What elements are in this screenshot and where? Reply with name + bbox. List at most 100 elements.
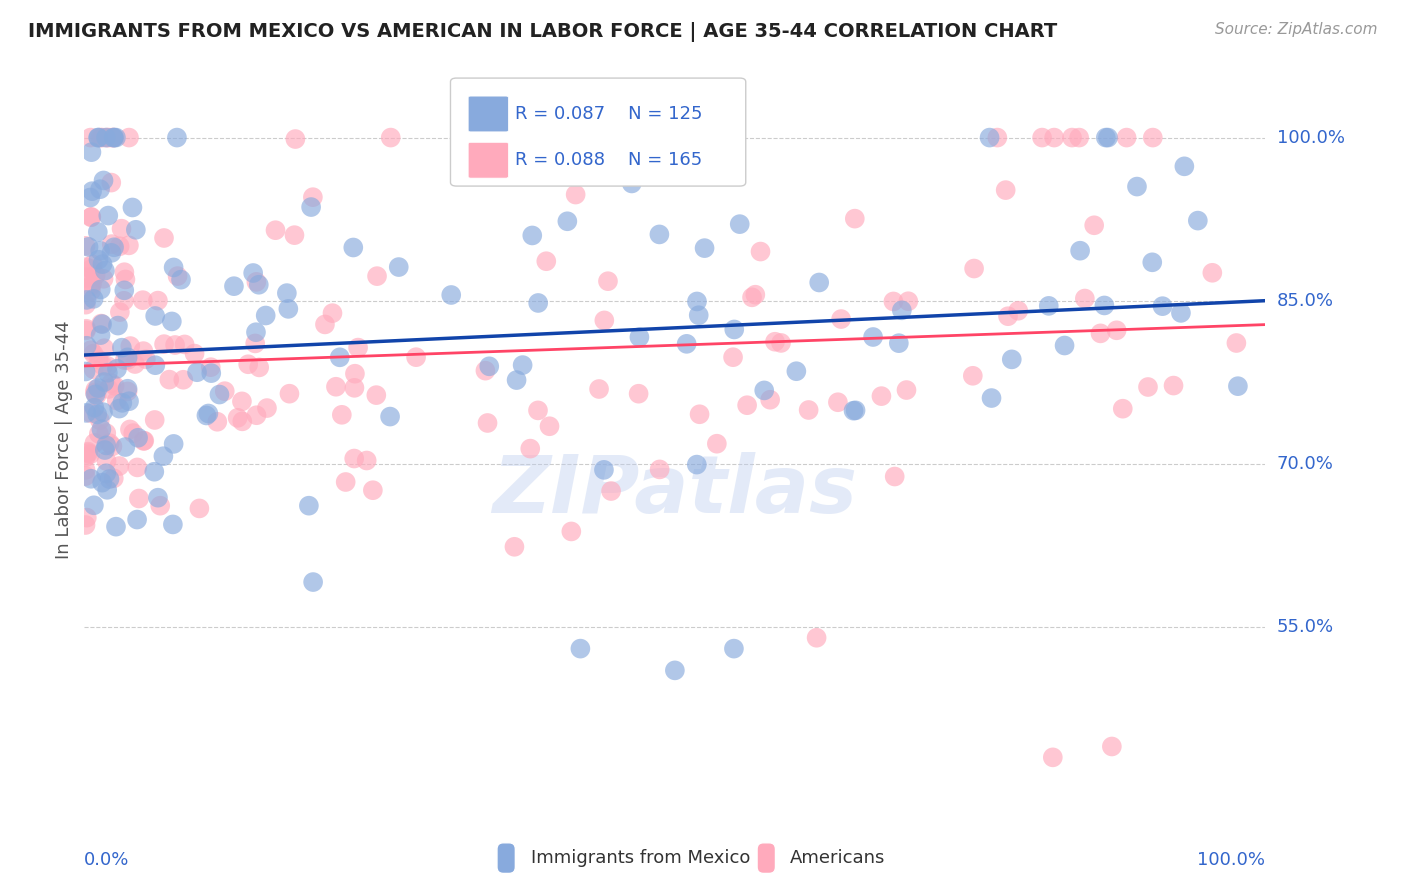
Point	[132, 434, 155, 448]
Point	[688, 308, 710, 322]
Point	[157, 373, 180, 387]
Point	[83, 401, 105, 415]
Point	[1226, 379, 1249, 393]
Point	[125, 512, 148, 526]
Point	[693, 241, 716, 255]
Y-axis label: In Labor Force | Age 35-44: In Labor Force | Age 35-44	[55, 320, 73, 558]
Point	[1069, 130, 1091, 145]
Point	[723, 641, 745, 656]
Point	[118, 238, 141, 252]
Point	[118, 130, 141, 145]
Point	[314, 318, 336, 332]
Point	[538, 419, 561, 434]
Point	[91, 257, 114, 271]
Point	[245, 336, 267, 351]
Point	[90, 317, 112, 331]
Point	[226, 410, 249, 425]
Point	[90, 282, 112, 296]
Point	[299, 200, 322, 214]
Point	[93, 173, 115, 187]
Point	[114, 353, 136, 368]
Point	[1142, 130, 1164, 145]
Point	[94, 130, 117, 145]
Point	[1136, 380, 1159, 394]
Point	[76, 510, 98, 524]
Point	[121, 201, 143, 215]
Point	[125, 223, 148, 237]
Point	[86, 408, 108, 422]
Point	[675, 336, 697, 351]
Point	[91, 405, 114, 419]
Point	[80, 277, 103, 291]
Point	[153, 231, 176, 245]
Text: IMMIGRANTS FROM MEXICO VS AMERICAN IN LABOR FORCE | AGE 35-44 CORRELATION CHART: IMMIGRANTS FROM MEXICO VS AMERICAN IN LA…	[28, 22, 1057, 42]
Text: 100.0%: 100.0%	[1277, 128, 1344, 146]
Point	[897, 294, 920, 309]
Point	[80, 406, 103, 420]
Point	[686, 294, 709, 309]
Point	[505, 373, 527, 387]
Point	[1043, 130, 1066, 145]
Point	[80, 184, 103, 198]
Point	[114, 272, 136, 286]
Point	[75, 463, 97, 477]
Point	[165, 338, 187, 352]
Point	[84, 387, 107, 401]
Point	[325, 380, 347, 394]
Point	[195, 409, 218, 423]
Point	[197, 407, 219, 421]
Point	[103, 130, 125, 145]
Point	[122, 426, 145, 441]
FancyBboxPatch shape	[450, 78, 745, 186]
Point	[321, 306, 343, 320]
Point	[166, 130, 188, 145]
Point	[183, 346, 205, 360]
Point	[759, 392, 782, 407]
Point	[80, 145, 103, 160]
Point	[75, 469, 97, 483]
Point	[162, 437, 184, 451]
Point	[627, 386, 650, 401]
Point	[132, 344, 155, 359]
Point	[302, 190, 325, 204]
Point	[83, 385, 105, 400]
Point	[75, 322, 97, 336]
Point	[128, 491, 150, 506]
Point	[110, 221, 132, 235]
Point	[76, 339, 98, 353]
Point	[93, 272, 115, 286]
Point	[994, 183, 1017, 197]
Point	[330, 408, 353, 422]
Point	[80, 210, 103, 224]
Point	[997, 310, 1019, 324]
Point	[844, 211, 866, 226]
Point	[1152, 299, 1174, 313]
Point	[108, 458, 131, 473]
Point	[96, 483, 118, 497]
Point	[96, 438, 118, 452]
Point	[896, 383, 918, 397]
Point	[87, 225, 110, 239]
Point	[94, 443, 117, 458]
Point	[741, 290, 763, 304]
Point	[664, 664, 686, 678]
Point	[689, 407, 711, 421]
Point	[569, 641, 592, 656]
Point	[75, 270, 97, 285]
Point	[75, 450, 97, 465]
Point	[75, 364, 97, 378]
Point	[749, 244, 772, 259]
Point	[118, 422, 141, 436]
Point	[83, 498, 105, 512]
Point	[112, 283, 135, 297]
Point	[80, 343, 103, 358]
Point	[91, 359, 114, 373]
Point	[84, 268, 107, 283]
Point	[491, 130, 513, 145]
Point	[94, 263, 117, 277]
Point	[754, 384, 776, 398]
Point	[335, 475, 357, 489]
Point	[536, 254, 558, 268]
Point	[721, 350, 744, 364]
Point	[588, 382, 610, 396]
